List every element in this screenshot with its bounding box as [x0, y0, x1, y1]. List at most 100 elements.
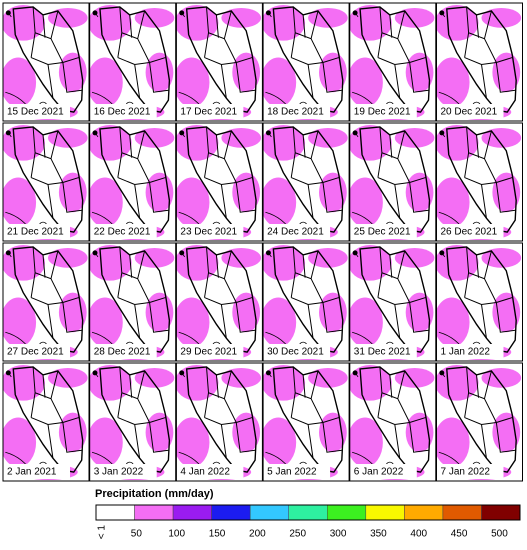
panel-border: [175, 362, 263, 482]
map-panel: 20 Dec 2021: [436, 2, 523, 122]
map-panel: 24 Dec 2021: [262, 122, 350, 242]
panel-date: 21 Dec 2021: [7, 227, 64, 238]
label-box: [264, 344, 331, 359]
panel-border: [175, 2, 263, 122]
colorbar-segment: [134, 504, 174, 521]
map-panel: 6 Jan 2022: [349, 362, 437, 482]
panel-border: [89, 242, 177, 362]
label-box: [4, 464, 70, 479]
legend-title: Precipitation (mm/day): [95, 488, 214, 500]
label-box: [350, 344, 417, 359]
panel-border: [349, 362, 437, 482]
panel-date: 4 Jan 2022: [180, 467, 230, 478]
colorbar-label: 150: [209, 529, 226, 540]
label-box: [350, 224, 417, 239]
map-panel: 30 Dec 2021: [262, 242, 350, 362]
label-box: [4, 224, 70, 239]
panel-date: 16 Dec 2021: [94, 107, 151, 118]
panel-date: 1 Jan 2022: [441, 347, 491, 358]
panel-border: [2, 2, 90, 122]
map-panel: 23 Dec 2021: [175, 122, 263, 242]
colorbar-label: 100: [168, 529, 185, 540]
label-box: [350, 104, 417, 119]
panel-border: [175, 242, 263, 362]
colorbar-label: 450: [451, 529, 468, 540]
label-box: [437, 224, 504, 239]
colorbar-label: 300: [330, 529, 347, 540]
panel-date: 30 Dec 2021: [267, 347, 324, 358]
panel-date: 5 Jan 2022: [267, 467, 317, 478]
panel-border: [2, 362, 90, 482]
map-panel: 28 Dec 2021: [89, 242, 177, 362]
label-box: [264, 104, 331, 119]
panel-border: [262, 122, 350, 242]
colorbar-border: [95, 504, 521, 521]
panel-date: 7 Jan 2022: [441, 467, 491, 478]
panel-border: [175, 122, 263, 242]
panel-date: 26 Dec 2021: [441, 227, 498, 238]
label-box: [4, 344, 70, 359]
colorbar-segment: [95, 504, 135, 521]
colorbar-label: 500: [491, 529, 508, 540]
label-box: [90, 344, 157, 359]
map-panel: 27 Dec 2021: [2, 242, 90, 362]
panel-border: [436, 362, 523, 482]
panel-border: [349, 2, 437, 122]
label-box: [437, 464, 504, 479]
panel-date: 31 Dec 2021: [354, 347, 411, 358]
map-panel: 7 Jan 2022: [436, 362, 523, 482]
colorbar-segment: [249, 504, 289, 521]
panel-date: 18 Dec 2021: [267, 107, 324, 118]
panel-border: [89, 122, 177, 242]
label-box: [90, 104, 157, 119]
map-panel: 15 Dec 2021: [2, 2, 90, 122]
map-panel: 31 Dec 2021: [349, 242, 437, 362]
label-box: [4, 104, 70, 119]
panel-date: 22 Dec 2021: [94, 227, 151, 238]
label-box: [264, 464, 331, 479]
label-box: [437, 344, 504, 359]
map-panel: 22 Dec 2021: [89, 122, 177, 242]
panel-border: [262, 242, 350, 362]
panel-date: 25 Dec 2021: [354, 227, 411, 238]
map-panel: 19 Dec 2021: [349, 2, 437, 122]
panel-border: [436, 2, 523, 122]
panel-date: 17 Dec 2021: [180, 107, 237, 118]
colorbar-segment: [327, 504, 367, 521]
colorbar-segment: [172, 504, 212, 521]
panel-border: [262, 2, 350, 122]
map-panel: 3 Jan 2022: [89, 362, 177, 482]
colorbar-segment: [442, 504, 482, 521]
panel-border: [2, 242, 90, 362]
panel-date: 2 Jan 2021: [7, 467, 57, 478]
panel-date: 6 Jan 2022: [354, 467, 404, 478]
panel-date: 3 Jan 2022: [94, 467, 144, 478]
panel-border: [89, 362, 177, 482]
panel-border: [436, 122, 523, 242]
colorbar-segment: [288, 504, 328, 521]
label-box: [350, 464, 417, 479]
map-panel: 21 Dec 2021: [2, 122, 90, 242]
colorbar-label: 50: [131, 529, 143, 540]
colorbar-segment: [481, 504, 521, 521]
panel-date: 28 Dec 2021: [94, 347, 151, 358]
map-panel: 2 Jan 2021: [2, 362, 90, 482]
colorbar-label: 250: [289, 529, 306, 540]
panel-border: [349, 242, 437, 362]
panel-date: 23 Dec 2021: [180, 227, 237, 238]
map-panel: 1 Jan 2022: [436, 242, 523, 362]
panel-border: [2, 122, 90, 242]
map-panel: 18 Dec 2021: [262, 2, 350, 122]
colorbar-label: 350: [370, 529, 387, 540]
colorbar-label: < 1: [97, 525, 108, 540]
colorbar-segment: [404, 504, 444, 521]
label-box: [90, 224, 157, 239]
panel-border: [436, 242, 523, 362]
panel-date: 20 Dec 2021: [441, 107, 498, 118]
map-panel: 26 Dec 2021: [436, 122, 523, 242]
label-box: [437, 104, 504, 119]
panel-date: 27 Dec 2021: [7, 347, 64, 358]
label-box: [177, 224, 244, 239]
panel-border: [89, 2, 177, 122]
